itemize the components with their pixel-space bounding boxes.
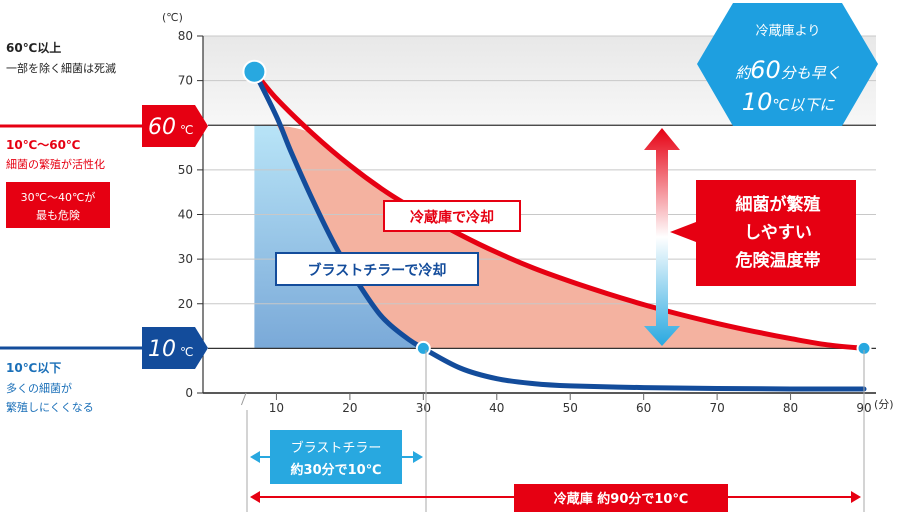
blast-label-box <box>275 252 479 286</box>
t10-tag <box>142 327 208 369</box>
blast-duration-box <box>270 430 402 484</box>
blast-series-label: ブラストチラーで冷却 <box>308 262 447 279</box>
x-tick-label-40: 40 <box>489 401 504 415</box>
y-tick-label-50: 50 <box>178 163 193 177</box>
t10-tag-unit: ℃ <box>180 345 193 359</box>
fridge-series-label: 冷蔵庫で冷却 <box>410 209 494 226</box>
danger-callout-line3: 危険温度帯 <box>735 250 821 271</box>
series-line-fridge <box>251 69 867 351</box>
x-tick-label-70: 70 <box>709 401 724 415</box>
most-danger-box <box>6 182 110 228</box>
danger-range-arrow <box>644 128 680 346</box>
y-tick-label-30: 30 <box>178 252 193 266</box>
mid-desc: 細菌の繁殖が活性化 <box>6 157 105 171</box>
y-tick-label-80: 80 <box>178 29 193 43</box>
danger-callout-line2: しやすい <box>744 223 812 243</box>
y-tick-label-70: 70 <box>178 74 193 88</box>
above60-title: 60℃以上 <box>6 40 61 55</box>
danger-callout-line1: 細菌が繁殖 <box>736 194 821 215</box>
y-tick-label-20: 20 <box>178 297 193 311</box>
t60-tag <box>142 105 208 147</box>
badge-line1: 冷蔵庫より <box>756 24 821 39</box>
x-axis-ticks: 10 20 30 40 50 60 70 80 90 <box>240 392 872 415</box>
faster-badge <box>697 3 878 126</box>
x-axis-unit: (分) <box>874 398 894 411</box>
x-tick-mark-start <box>240 392 247 406</box>
t10-tag-number: 10 <box>148 337 176 362</box>
x-tick-label-60: 60 <box>636 401 651 415</box>
y-tick-label-40: 40 <box>178 208 193 222</box>
below10-desc-line2: 繁殖しにくくなる <box>6 400 94 414</box>
x-tick-label-10: 10 <box>269 401 284 415</box>
x-tick-label-50: 50 <box>563 401 578 415</box>
fridge-arrow-right-head <box>851 491 861 503</box>
blast-duration-line1: ブラストチラー <box>291 440 382 456</box>
blast-duration-line2: 約30分で10℃ <box>291 462 382 478</box>
fridge-duration-box <box>514 484 728 512</box>
fridge-duration-label: 冷蔵庫 約90分で10℃ <box>554 491 688 507</box>
blast-arrow-left-head <box>250 451 260 463</box>
blast-chiller-fill <box>254 125 424 349</box>
series-markers <box>242 59 872 356</box>
x-tick-label-20: 20 <box>342 401 357 415</box>
most-danger-line2: 最も危険 <box>36 209 80 222</box>
x-tick-label-30: 30 <box>416 401 431 415</box>
t60-tag-unit: ℃ <box>180 123 193 137</box>
x-tick-label-80: 80 <box>783 401 798 415</box>
danger-callout <box>670 180 856 286</box>
below10-title: 10℃以下 <box>6 361 61 375</box>
mid-title: 10℃〜60℃ <box>6 138 80 152</box>
fridge-label-box <box>383 200 521 232</box>
danger-zone-fill <box>254 124 864 349</box>
badge-line3: 10℃以下に <box>742 88 835 116</box>
badge-line2: 約60分も早く <box>735 56 841 84</box>
marker-point-0 <box>242 59 267 84</box>
most-danger-line1: 30℃〜40℃が <box>21 190 96 204</box>
t60-tag-number: 60 <box>148 115 176 140</box>
marker-point-1 <box>415 340 431 356</box>
y-tick-label-0: 0 <box>185 386 193 400</box>
blast-arrow-right-head <box>413 451 423 463</box>
fridge-arrow-left-head <box>250 491 260 503</box>
y-axis-unit: (℃) <box>162 11 183 24</box>
above60-desc: 一部を除く細菌は死滅 <box>6 61 116 75</box>
below10-desc-line1: 多くの細菌が <box>6 381 72 395</box>
